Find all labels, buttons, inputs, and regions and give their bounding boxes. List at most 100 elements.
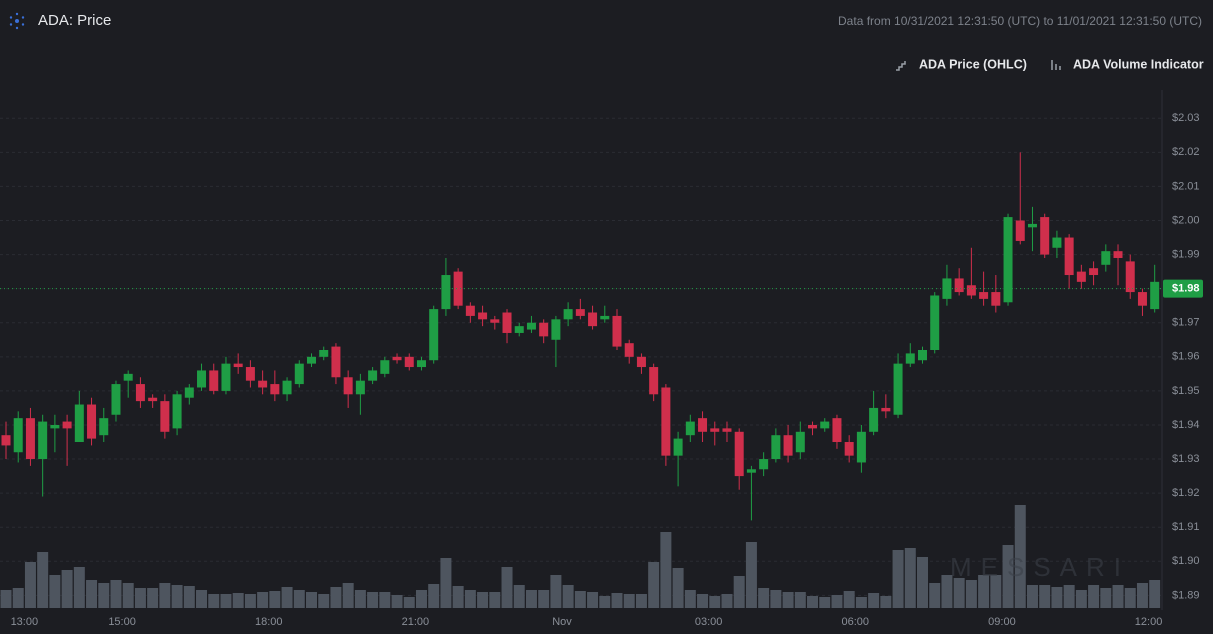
candle-body bbox=[245, 367, 255, 381]
volume-bar bbox=[183, 586, 195, 608]
x-tick-label: Nov bbox=[552, 616, 572, 628]
candle-body bbox=[294, 363, 304, 385]
volume-bar bbox=[440, 558, 452, 608]
y-tick-label: $2.03 bbox=[1172, 112, 1200, 124]
volume-bar bbox=[196, 590, 208, 608]
volume-bar bbox=[98, 583, 110, 608]
candle-body bbox=[307, 356, 316, 364]
candle-body bbox=[258, 380, 268, 388]
candle-body bbox=[1113, 251, 1123, 258]
chart-title: ADA: Price bbox=[38, 12, 111, 29]
candle-body bbox=[966, 285, 976, 296]
candle-body bbox=[74, 404, 84, 443]
volume-bar bbox=[941, 575, 953, 608]
candle-body bbox=[160, 401, 170, 432]
volume-bar bbox=[978, 575, 990, 608]
volume-bar bbox=[0, 590, 12, 608]
volume-bar bbox=[745, 542, 757, 608]
y-tick-label: $2.00 bbox=[1172, 214, 1200, 226]
y-tick-label: $1.99 bbox=[1172, 248, 1200, 260]
volume-bar bbox=[794, 592, 806, 608]
volume-bar bbox=[12, 588, 24, 608]
volume-bar bbox=[1075, 590, 1087, 608]
candle-body bbox=[1027, 223, 1037, 228]
volume-bar bbox=[611, 593, 623, 608]
volume-bar bbox=[220, 594, 232, 608]
volume-bar bbox=[24, 562, 36, 608]
volume-bar bbox=[965, 580, 977, 608]
volume-bar bbox=[1088, 585, 1100, 608]
volume-bar bbox=[86, 580, 98, 608]
candle-body bbox=[954, 278, 964, 293]
volume-bar bbox=[660, 532, 672, 608]
volume-bar bbox=[929, 583, 941, 608]
asset-logo bbox=[9, 12, 25, 30]
volume-bar bbox=[342, 583, 354, 608]
volume-bar bbox=[73, 567, 85, 608]
candle-body bbox=[575, 309, 585, 316]
candle-body bbox=[783, 435, 793, 456]
candle-body bbox=[197, 370, 207, 388]
candle-body bbox=[698, 418, 708, 432]
plot bbox=[0, 117, 1162, 608]
volume-bar bbox=[733, 576, 745, 608]
volume-bar bbox=[306, 592, 317, 608]
volume-bar bbox=[623, 594, 635, 608]
volume-bar bbox=[37, 552, 49, 608]
volume-bar bbox=[244, 594, 256, 608]
candle-body bbox=[1137, 292, 1147, 306]
volume-bar bbox=[892, 550, 904, 608]
candle-body bbox=[844, 442, 854, 456]
volume-bar bbox=[330, 587, 342, 608]
volume-bar bbox=[635, 594, 647, 608]
candle-body bbox=[673, 438, 683, 456]
candle-body bbox=[1089, 268, 1099, 276]
y-tick-label: $1.93 bbox=[1172, 453, 1200, 465]
legend-entry[interactable]: ADA Price (OHLC) bbox=[919, 57, 1027, 71]
candle-body bbox=[930, 295, 940, 350]
candle-body bbox=[392, 356, 402, 361]
y-tick-label: $1.89 bbox=[1172, 589, 1200, 601]
legend-entry[interactable]: ADA Volume Indicator bbox=[1073, 57, 1204, 71]
candle-body bbox=[991, 292, 1001, 306]
volume-bar bbox=[1100, 588, 1112, 608]
volume-bar bbox=[134, 588, 146, 608]
volume-bar bbox=[855, 597, 867, 608]
volume-bar bbox=[672, 568, 684, 608]
volume-bar bbox=[709, 596, 721, 608]
x-tick-label: 18:00 bbox=[255, 616, 283, 628]
legend: ADA Price (OHLC) ADA Volume Indicator bbox=[896, 57, 1204, 71]
volume-bar bbox=[880, 596, 892, 608]
candle-body bbox=[1003, 217, 1013, 303]
volume-bar bbox=[538, 590, 550, 608]
y-tick-label: $1.94 bbox=[1172, 419, 1200, 431]
volume-bar bbox=[1026, 585, 1038, 608]
candle-body bbox=[209, 370, 219, 391]
candle-body bbox=[710, 428, 720, 432]
candle-body bbox=[649, 367, 659, 395]
y-tick-label: $1.91 bbox=[1172, 521, 1200, 533]
candle-body bbox=[563, 309, 573, 320]
candle-body bbox=[38, 421, 48, 460]
candle-body bbox=[1, 435, 11, 446]
volume-bar bbox=[807, 596, 819, 608]
candle-body bbox=[380, 360, 390, 374]
volume-bar bbox=[159, 583, 171, 608]
volume-bar bbox=[513, 585, 525, 608]
volume-bar bbox=[819, 597, 831, 608]
candle-body bbox=[808, 424, 818, 429]
volume-bar bbox=[721, 594, 733, 608]
x-tick-label: 09:00 bbox=[988, 616, 1016, 628]
x-tick-label: 13:00 bbox=[11, 616, 39, 628]
volume-bar bbox=[525, 590, 537, 608]
volume-bar bbox=[599, 596, 611, 608]
y-tick-label: $1.95 bbox=[1172, 385, 1200, 397]
candle-body bbox=[319, 350, 329, 357]
candle-body bbox=[172, 394, 182, 429]
candle-body bbox=[87, 404, 97, 439]
volume-bar bbox=[232, 593, 244, 608]
candle-body bbox=[404, 356, 414, 368]
volume-bar bbox=[1039, 585, 1051, 608]
candle-body bbox=[759, 459, 769, 470]
